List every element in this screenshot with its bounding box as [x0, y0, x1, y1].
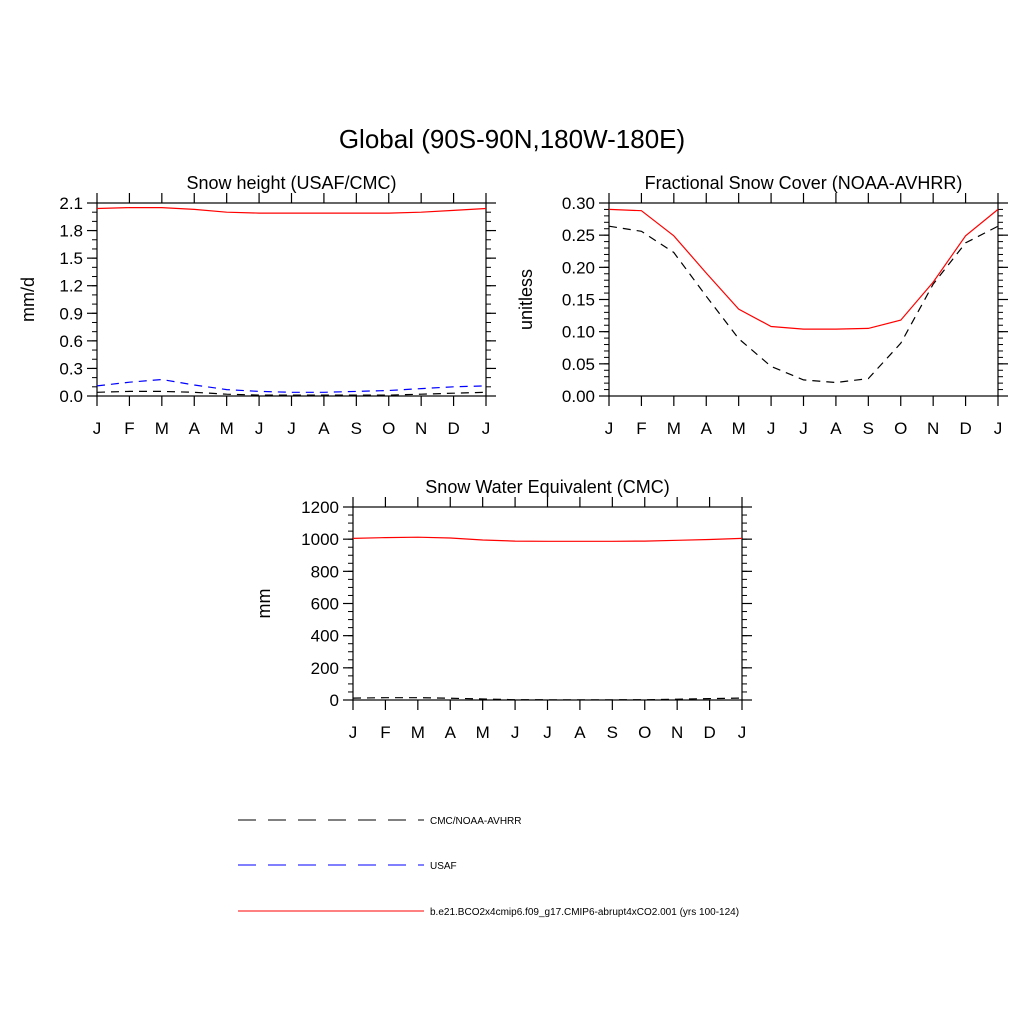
snow-height-x-tick-label: J — [287, 419, 296, 438]
snow-height-x-tick-label: M — [155, 419, 169, 438]
snow-height-x-tick-label: A — [318, 419, 330, 438]
snow-height-x-tick-label: N — [415, 419, 427, 438]
snow-cover-x-tick-label: A — [701, 419, 713, 438]
legend-label-2: b.e21.BCO2x4cmip6.f09_g17.CMIP6-abrupt4x… — [430, 907, 739, 918]
snow-height-x-tick-label: M — [220, 419, 234, 438]
snow-cover-x-tick-label: F — [636, 419, 646, 438]
snow-cover-y-tick-label: 0.30 — [562, 194, 595, 213]
snow-height-x-tick-label: D — [447, 419, 459, 438]
snow-height-x-tick-label: A — [189, 419, 201, 438]
snow-cover-x-tick-label: J — [767, 419, 776, 438]
swe-y-tick-label: 1200 — [301, 498, 339, 517]
swe-x-tick-label: O — [638, 723, 651, 742]
snow-height-y-tick-label: 0.9 — [59, 304, 83, 323]
snow-height-y-axis-label: mm/d — [18, 277, 38, 322]
swe-x-tick-label: D — [703, 723, 715, 742]
snow-height-y-tick-label: 1.2 — [59, 277, 83, 296]
snow-height-y-tick-label: 0.0 — [59, 387, 83, 406]
swe-y-tick-label: 0 — [330, 691, 339, 710]
panel-snow-height: Snow height (USAF/CMC) 0.0 0.3 0.6 0.9 1.2 1.5… — [18, 173, 496, 438]
swe-y-tick-label: 1000 — [301, 530, 339, 549]
snow-cover-x-tick-label: A — [830, 419, 842, 438]
snow-height-x-tick-label: J — [93, 419, 102, 438]
legend-label-0: CMC/NOAA-AVHRR — [430, 816, 521, 827]
snow-height-y-tick-label: 0.6 — [59, 332, 83, 351]
swe-x-tick-label: F — [380, 723, 390, 742]
snow-cover-x-tick-label: S — [863, 419, 874, 438]
swe-x-tick-label: A — [445, 723, 457, 742]
swe-x-tick-label: J — [738, 723, 747, 742]
snow-cover-x-tick-label: J — [799, 419, 808, 438]
legend: CMC/NOAA-AVHRR USAF b.e21.BCO2x4cmip6.f09_… — [238, 816, 739, 918]
snow-height-series-model — [96, 207, 487, 214]
panel-snow-cover: Fractional Snow Cover (NOAA-AVHRR) 0.00 0.… — [516, 173, 1008, 438]
swe-x-tick-label: M — [411, 723, 425, 742]
snow-height-series-usaf — [96, 378, 487, 393]
snow-cover-y-tick-label: 0.15 — [562, 291, 595, 310]
snow-cover-y-tick-label: 0.20 — [562, 258, 595, 277]
snow-height-y-tick-label: 0.3 — [59, 359, 83, 378]
swe-x-tick-label: N — [671, 723, 683, 742]
snow-height-series-cmc — [96, 390, 487, 396]
swe-y-axis-label: mm — [254, 589, 274, 619]
swe-x-tick-label: J — [511, 723, 520, 742]
snow-height-y-tick-label: 1.5 — [59, 249, 83, 268]
snow-height-x-tick-label: F — [124, 419, 134, 438]
swe-series-cmc — [352, 697, 743, 701]
snow-cover-y-tick-label: 0.25 — [562, 226, 595, 245]
snow-height-y-tick-label: 2.1 — [59, 194, 83, 213]
snow-cover-x-tick-label: O — [894, 419, 907, 438]
snow-cover-title: Fractional Snow Cover (NOAA-AVHRR) — [645, 173, 963, 193]
swe-title: Snow Water Equivalent (CMC) — [425, 477, 669, 497]
snow-cover-y-tick-label: 0.10 — [562, 323, 595, 342]
snow-height-title: Snow height (USAF/CMC) — [186, 173, 396, 193]
swe-x-tick-label: J — [543, 723, 552, 742]
snow-cover-series-model — [608, 208, 999, 330]
swe-y-tick-label: 600 — [311, 595, 339, 614]
swe-x-tick-label: S — [607, 723, 618, 742]
legend-label-1: USAF — [430, 861, 457, 872]
snow-height-y-tick-label: 1.8 — [59, 222, 83, 241]
snow-cover-x-tick-label: M — [732, 419, 746, 438]
swe-y-tick-label: 400 — [311, 627, 339, 646]
snow-height-x-tick-label: J — [255, 419, 264, 438]
swe-series-model — [352, 536, 743, 542]
snow-cover-x-tick-label: D — [959, 419, 971, 438]
snow-cover-series-cmc — [608, 225, 999, 384]
snow-height-x-tick-label: J — [482, 419, 491, 438]
main-title: Global (90S-90N,180W-180E) — [339, 124, 685, 154]
snow-cover-x-tick-label: J — [605, 419, 614, 438]
snow-cover-y-tick-label: 0.00 — [562, 387, 595, 406]
swe-x-tick-label: A — [574, 723, 586, 742]
snow-height-x-tick-label: S — [351, 419, 362, 438]
swe-y-tick-label: 800 — [311, 562, 339, 581]
swe-x-tick-label: J — [349, 723, 358, 742]
swe-x-tick-label: M — [476, 723, 490, 742]
panel-swe: Snow Water Equivalent (CMC) 0 200 400 600 800… — [254, 477, 752, 742]
snow-cover-x-tick-label: N — [927, 419, 939, 438]
swe-y-tick-label: 200 — [311, 659, 339, 678]
snow-cover-y-tick-label: 0.05 — [562, 355, 595, 374]
snow-height-x-tick-label: O — [382, 419, 395, 438]
snow-cover-x-tick-label: M — [667, 419, 681, 438]
snow-cover-x-tick-label: J — [994, 419, 1003, 438]
snow-cover-y-axis-label: unitless — [516, 269, 536, 330]
